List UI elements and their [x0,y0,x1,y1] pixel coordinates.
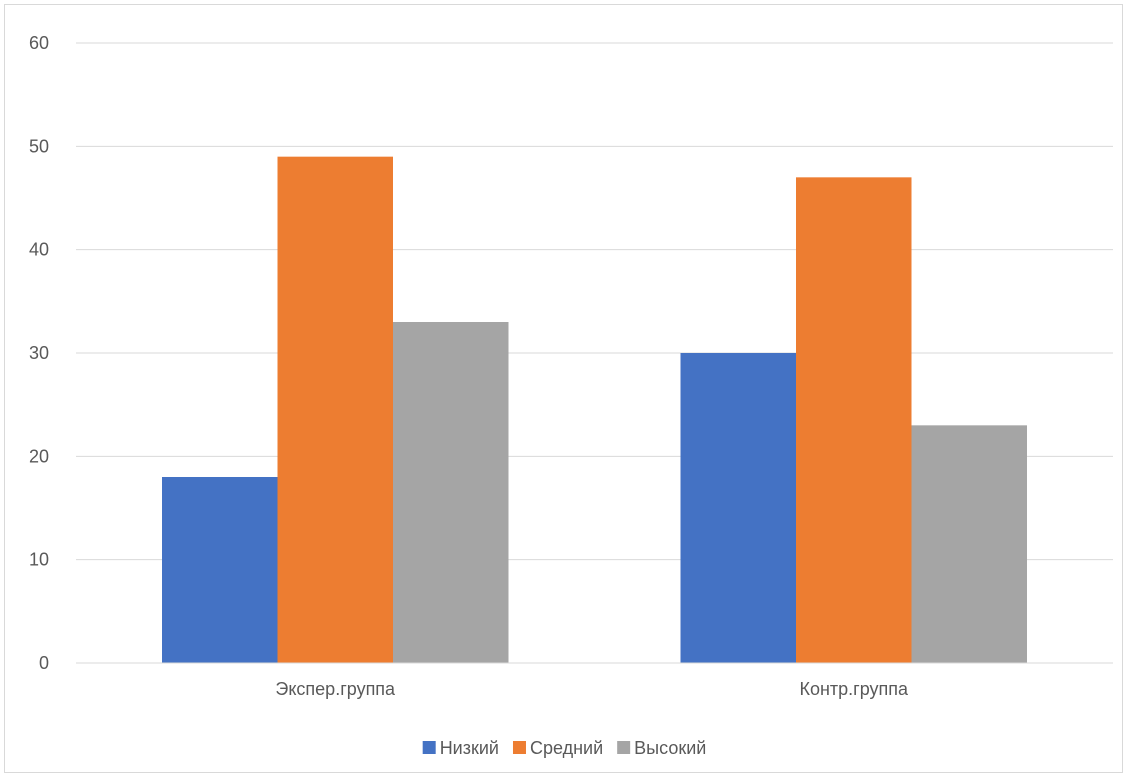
y-tick-label-20: 20 [29,446,49,466]
bar-control-series-2 [911,425,1027,663]
legend-label-0: Низкий [440,738,499,758]
legend-swatch-2 [617,741,631,754]
bar-chart: 0 10 20 30 40 50 60 Экспер.группа Контр.группа Н… [29,33,1113,758]
bars [162,156,1027,664]
axes: 0 10 20 30 40 50 60 Экспер.группа Контр.группа [29,33,1113,699]
chart-frame: 0 10 20 30 40 50 60 Экспер.группа Контр.группа Н… [4,4,1123,773]
bar-control-series-1 [796,177,912,664]
y-tick-label-50: 50 [29,136,49,156]
y-tick-label-60: 60 [29,33,49,53]
bar-experimental-series-2 [393,322,509,663]
y-tick-label-10: 10 [29,550,49,570]
legend-label-2: Высокий [634,738,706,758]
bar-control-series-0 [680,353,796,663]
legend-swatch-0 [422,741,436,754]
x-tick-label-0: Экспер.группа [275,679,396,699]
legend-label-1: Средний [530,738,603,758]
y-tick-label-30: 30 [29,343,49,363]
legend: Низкий Средний Высокий [422,738,706,758]
y-tick-label-0: 0 [39,653,49,673]
y-tick-label-40: 40 [29,240,49,260]
bar-experimental-series-0 [162,477,278,663]
legend-swatch-1 [512,741,526,754]
bar-experimental-series-1 [277,156,393,663]
x-tick-label-1: Контр.группа [799,679,909,699]
